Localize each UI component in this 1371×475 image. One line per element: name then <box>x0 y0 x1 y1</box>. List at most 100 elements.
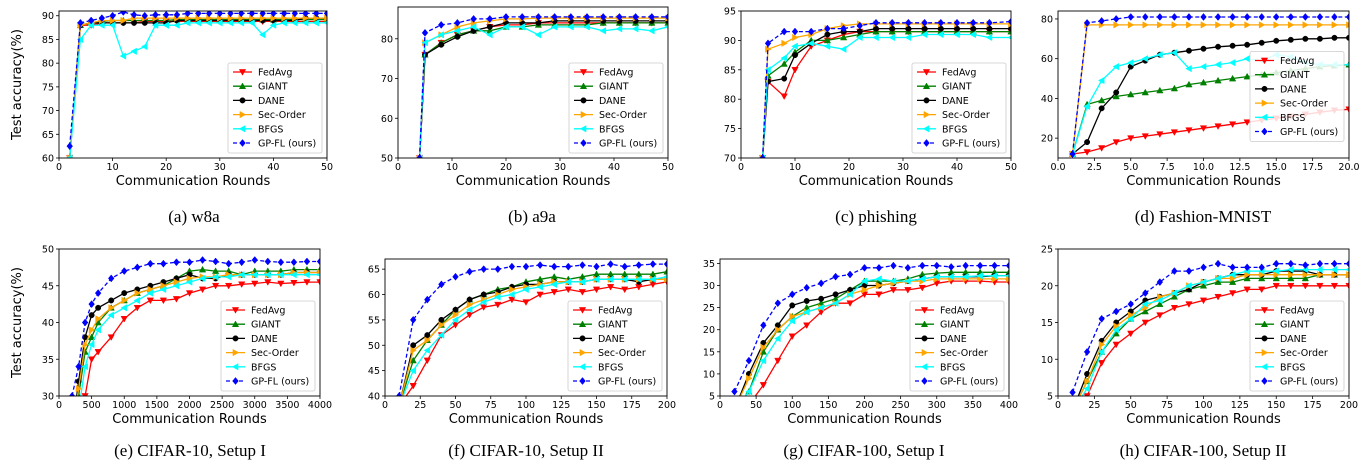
data-point <box>856 21 864 30</box>
data-point <box>1156 296 1163 305</box>
data-point <box>1228 74 1237 82</box>
data-point <box>1069 408 1075 414</box>
data-point <box>1345 106 1349 114</box>
data-point <box>227 11 234 18</box>
x-tick-label: 30 <box>554 162 566 173</box>
data-point <box>1346 34 1349 41</box>
data-point <box>1302 21 1310 29</box>
y-tick-label: 40 <box>1041 94 1053 105</box>
y-tick-label: 60 <box>1041 54 1053 65</box>
x-tick-label: 150 <box>587 400 605 411</box>
data-point <box>438 41 445 48</box>
legend-label: BFGS <box>598 362 623 373</box>
data-point <box>212 257 219 266</box>
x-tick-label: 500 <box>83 400 101 411</box>
data-point <box>120 316 128 323</box>
x-tick-label: 2000 <box>177 400 201 411</box>
data-point <box>803 322 811 330</box>
data-point <box>75 362 82 371</box>
data-point <box>216 19 223 27</box>
data-point <box>1112 92 1120 100</box>
data-point <box>1273 13 1280 21</box>
data-point <box>1069 408 1075 414</box>
series <box>759 17 1011 158</box>
data-point <box>508 296 516 304</box>
data-point <box>875 263 883 272</box>
data-point <box>760 343 768 352</box>
data-point <box>1215 43 1222 50</box>
legend-label: BFGS <box>940 362 965 373</box>
x-tick-label: 0 <box>395 162 401 173</box>
legend-box <box>568 62 664 154</box>
data-point <box>1171 21 1179 29</box>
x-axis-label: Communication Rounds <box>1126 412 1281 427</box>
data-point <box>1214 123 1222 130</box>
data-point <box>98 14 106 23</box>
data-point <box>745 356 753 365</box>
data-point <box>451 316 459 324</box>
legend-label: Sec-Order <box>258 110 306 121</box>
data-point <box>536 283 543 291</box>
data-point <box>764 66 771 74</box>
data-point <box>663 267 667 275</box>
data-point <box>1258 13 1265 21</box>
data-point <box>649 260 657 268</box>
data-point <box>1141 307 1149 315</box>
data-point <box>303 257 311 266</box>
data-point <box>108 297 115 304</box>
data-point <box>264 271 271 279</box>
legend-marker <box>580 110 588 119</box>
data-point <box>1141 133 1149 140</box>
data-point <box>1069 408 1075 414</box>
data-point <box>824 24 831 33</box>
data-point <box>1113 89 1120 96</box>
data-point <box>824 31 831 38</box>
data-point <box>1156 51 1163 59</box>
legend-label: BFGS <box>1280 113 1305 124</box>
x-tick-label: 10 <box>789 162 801 173</box>
data-point <box>1170 289 1178 297</box>
data-point <box>606 275 614 283</box>
legend-label: BFGS <box>599 124 624 135</box>
data-point <box>133 304 141 312</box>
x-axis-label: Communication Rounds <box>799 174 954 189</box>
data-point <box>211 282 220 290</box>
data-point <box>1141 300 1149 308</box>
data-point <box>264 257 272 266</box>
data-point <box>1302 35 1309 42</box>
data-point <box>791 66 799 74</box>
y-tick-label: 55 <box>368 315 380 326</box>
data-point <box>251 256 258 264</box>
data-point <box>1112 15 1120 23</box>
data-point <box>759 154 766 158</box>
data-point <box>774 334 781 343</box>
data-point <box>69 430 75 436</box>
data-point <box>1228 290 1237 297</box>
series <box>395 260 667 396</box>
x-tick-label: 3500 <box>275 400 299 411</box>
legend-marker <box>239 139 246 147</box>
data-point <box>861 286 869 294</box>
legend-marker <box>578 307 587 314</box>
data-point <box>280 11 288 18</box>
data-point <box>134 289 142 297</box>
data-point <box>1287 274 1295 282</box>
series <box>81 279 320 396</box>
data-point <box>745 387 752 396</box>
data-point <box>875 291 883 299</box>
data-point <box>1302 261 1309 270</box>
x-tick-label: 30 <box>897 162 909 173</box>
x-tick-label: 1500 <box>145 400 169 411</box>
data-point <box>788 333 796 341</box>
data-point <box>1098 145 1106 152</box>
data-point <box>269 21 277 29</box>
y-tick-label: 10 <box>703 369 715 380</box>
data-point <box>1127 59 1134 67</box>
data-point <box>947 273 955 281</box>
data-point <box>792 52 798 59</box>
data-point <box>1317 21 1324 29</box>
y-tick-label: 40 <box>368 392 380 403</box>
legend-label: DANE <box>251 334 278 345</box>
legend-marker <box>921 377 928 385</box>
